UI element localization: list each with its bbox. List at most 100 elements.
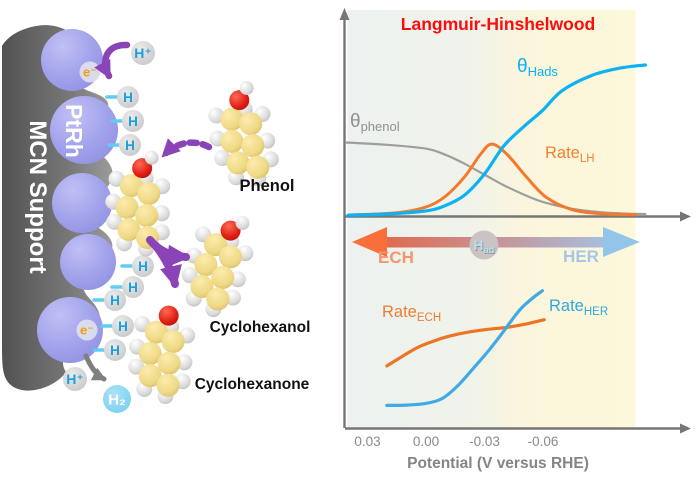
- c-atom: [220, 107, 244, 131]
- c-atom: [241, 134, 265, 158]
- proton-label: H⁺: [66, 371, 84, 387]
- x-tick-labels: 0.03 0.00 -0.03 -0.06: [354, 434, 558, 449]
- chart-shaded-region: [347, 10, 636, 428]
- had-label: Had: [474, 238, 495, 256]
- cyclohexanol-label: Cyclohexanol: [210, 319, 311, 336]
- h-label: H: [125, 138, 135, 153]
- theta-hads-curve: [346, 63, 647, 217]
- ptrh-particle: [52, 173, 112, 233]
- h-atom: [214, 150, 231, 167]
- x-axis-label: Potential (V versus RHE): [407, 455, 589, 472]
- h-label: H: [110, 293, 120, 308]
- ptrh-particle: [60, 234, 116, 290]
- c-atom: [157, 351, 181, 375]
- rate-lh-sub: LH: [580, 153, 595, 165]
- proton-label: H⁺: [134, 45, 152, 61]
- c-atom: [115, 195, 139, 219]
- c-atom: [137, 182, 161, 206]
- h2-molecule: H₂: [103, 385, 131, 413]
- ptrh-particle: [37, 297, 103, 363]
- c-atom: [156, 373, 180, 397]
- electron: e⁻: [76, 319, 98, 341]
- mcn-support-label: MCN Support: [24, 120, 51, 273]
- h-sphere: [117, 86, 139, 108]
- c-atom: [144, 320, 168, 344]
- h-label: H: [123, 90, 133, 105]
- theta-phenol-main: θ: [350, 111, 361, 132]
- proton-sphere: [131, 41, 155, 65]
- y-axis-arrowhead: [339, 8, 350, 20]
- ech-her-region-arrow: ECH HER Had Had: [352, 227, 640, 267]
- proton: H⁺: [131, 41, 155, 65]
- region-arrow-right-head: [603, 227, 640, 257]
- rate-her-curve: [385, 289, 544, 407]
- theta-phenol-label: θphenol: [350, 111, 400, 134]
- proton-to-surface-arrow: [94, 41, 131, 80]
- ptrh-particle: [50, 96, 118, 164]
- h-atom: [235, 215, 250, 230]
- cyclohexanone-molecule: [128, 305, 196, 405]
- h-atom: [239, 80, 254, 95]
- theta-hads-label: θHads: [517, 56, 558, 79]
- x-tick--0.06: -0.06: [528, 434, 559, 449]
- theta-hads-sub: Hads: [528, 64, 559, 79]
- h-label: H: [128, 114, 138, 129]
- o-atom: [220, 220, 241, 241]
- h2-bubble: [103, 385, 131, 413]
- ptrh-label: PtRh: [61, 104, 87, 158]
- chart-title: Langmuir-Hinshelwood: [401, 14, 595, 34]
- molecule-layer: [105, 80, 279, 405]
- h-label: H: [118, 319, 128, 334]
- h2-evolution-arrow: [83, 353, 107, 382]
- h-sphere: [104, 339, 126, 361]
- top-panel-x-arrowhead: [680, 211, 691, 222]
- phenol-label: Phenol: [239, 177, 294, 195]
- electron-label: e⁻: [80, 323, 94, 338]
- theta-hads-main: θ: [517, 56, 528, 77]
- h-sphere: [112, 315, 134, 337]
- h-label: H: [138, 259, 148, 274]
- bottom-x-arrowhead: [680, 423, 691, 434]
- ech-region-label: ECH: [378, 248, 414, 267]
- x-tick--0.03: -0.03: [469, 434, 500, 449]
- rate-ech-main: Rate: [382, 303, 417, 321]
- h-label: H: [128, 280, 138, 295]
- cyclohexanone-label: Cyclohexanone: [195, 376, 310, 393]
- h-label: H: [110, 343, 120, 358]
- c-atom: [194, 253, 218, 277]
- h-sphere: [132, 255, 154, 277]
- her-region-label: HER: [563, 247, 599, 266]
- adsorbed-h-atom: H: [100, 315, 134, 337]
- region-arrow-left-head: [352, 227, 387, 257]
- c-atom: [226, 151, 250, 175]
- proton-sphere: [63, 367, 87, 391]
- h-sphere: [122, 110, 144, 132]
- rate-ech-label: RateECH: [382, 303, 441, 324]
- h-sphere: [122, 276, 144, 298]
- rate-her-sub: HER: [584, 306, 608, 318]
- electron-label: e⁻: [83, 65, 97, 80]
- phenol-molecule: [208, 80, 279, 187]
- adsorbed-h-atom: H: [92, 339, 126, 361]
- c-atom: [190, 275, 214, 299]
- rate-ech-curve: [385, 318, 546, 368]
- h-atom: [176, 354, 193, 371]
- proton: H⁺: [63, 367, 87, 391]
- had-label-shadow: Had: [474, 239, 495, 257]
- adsorbed-h-atom: H: [110, 110, 144, 132]
- adsorbed-h-atom: H: [110, 276, 144, 298]
- rate-lh-main: Rate: [545, 144, 580, 162]
- rate-lh-curve: [350, 142, 638, 217]
- h2-label: H₂: [108, 392, 126, 409]
- adsorbed-phenol-molecule: [105, 150, 171, 257]
- c-atom: [117, 218, 141, 242]
- rate-her-label: RateHER: [549, 297, 608, 318]
- c-atom: [218, 245, 242, 269]
- phenol-adsorption-dashed-arrow: [160, 138, 213, 159]
- cyclohexanol-molecule: [181, 215, 254, 318]
- h-atom: [208, 107, 225, 124]
- adsorbed-h-atom: H: [105, 86, 139, 108]
